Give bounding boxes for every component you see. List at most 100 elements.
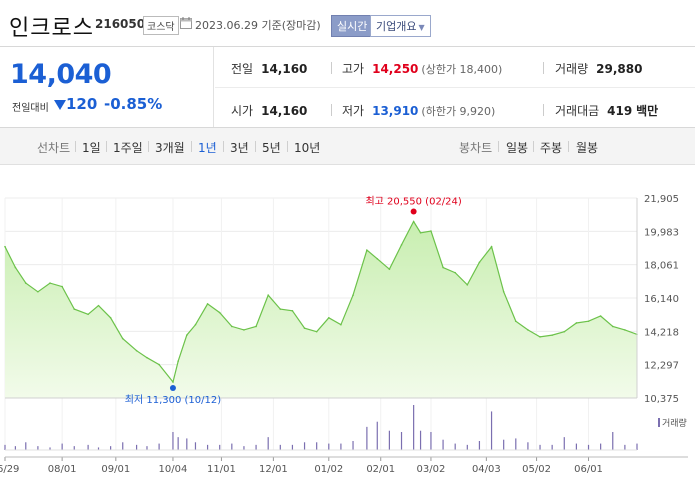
high-price: 고가 14,250 (상한가 18,400) xyxy=(342,60,502,77)
tab-candle-daily[interactable]: 일봉 xyxy=(506,141,529,155)
volume-bar xyxy=(340,443,342,450)
tab-period-1d[interactable]: 1일 xyxy=(82,141,101,155)
upper-limit: (상한가 18,400) xyxy=(421,63,503,76)
volume-bar xyxy=(636,443,638,450)
tab-period-1w[interactable]: 1주일 xyxy=(113,141,143,155)
change-value: 120 xyxy=(66,95,98,113)
volume-bar xyxy=(37,446,39,450)
change-label: 전일대비 xyxy=(12,103,49,114)
price-point xyxy=(490,245,493,248)
trade-amount: 거래대금 419 백만 xyxy=(555,102,658,119)
tab-candle-weekly[interactable]: 주봉 xyxy=(540,141,563,155)
price-point xyxy=(109,316,112,319)
price-point xyxy=(61,285,63,288)
tab-separator xyxy=(148,141,149,152)
tab-candle-monthly[interactable]: 월봉 xyxy=(576,141,599,155)
price-point xyxy=(611,325,614,328)
volume-bar xyxy=(466,444,468,450)
y-tick-label: 16,140 xyxy=(644,294,679,305)
price-point xyxy=(412,220,415,223)
volume-bar xyxy=(172,432,174,450)
amount-value: 419 xyxy=(607,104,633,118)
lower-limit: (하한가 9,920) xyxy=(421,105,496,118)
tab-period-3m[interactable]: 3개월 xyxy=(155,141,185,155)
volume-label: 거래량 xyxy=(555,62,589,76)
price-point xyxy=(624,329,626,331)
low-value: 13,910 xyxy=(372,104,419,118)
price-point xyxy=(454,271,456,274)
price-point xyxy=(539,336,541,338)
volume-bar xyxy=(87,444,89,450)
volume-value: 29,880 xyxy=(596,62,643,76)
price-point xyxy=(231,325,233,328)
price-point xyxy=(563,330,566,333)
y-tick-label: 12,297 xyxy=(644,361,679,372)
down-triangle-icon xyxy=(54,100,66,110)
volume-bar xyxy=(624,444,626,450)
volume-bar xyxy=(267,437,269,450)
company-overview-dropdown[interactable]: 기업개요 ▼ xyxy=(370,15,431,37)
price-point xyxy=(551,334,553,336)
volume-bar xyxy=(206,444,209,450)
volume-bar xyxy=(4,444,6,450)
volume-bar xyxy=(551,444,553,450)
chevron-down-icon: ▼ xyxy=(418,23,425,32)
price-point xyxy=(388,268,391,271)
tab-period-5y[interactable]: 5년 xyxy=(262,141,281,155)
y-tick-label: 18,061 xyxy=(644,261,679,272)
volume-bar xyxy=(400,432,403,450)
volume-bar xyxy=(49,447,51,450)
min-annotation: 최저 11,300 (10/12) xyxy=(125,394,221,406)
price-point xyxy=(376,257,379,260)
price-point xyxy=(194,323,197,326)
change-percent: -0.85% xyxy=(104,95,163,113)
cell-separator xyxy=(543,104,544,116)
tab-separator xyxy=(568,141,569,152)
volume-bar xyxy=(503,439,505,450)
company-overview-label: 기업개요 xyxy=(376,20,417,33)
volume-bar xyxy=(158,443,160,450)
tab-period-10y[interactable]: 10년 xyxy=(294,141,321,155)
volume-bar xyxy=(177,437,179,450)
price-point xyxy=(218,311,221,314)
low-label: 저가 xyxy=(342,104,365,118)
volume-bar xyxy=(186,438,188,450)
price-chart: 거래량 21,905 19,983 18,061 16,140 14,218 12,297… xyxy=(0,165,695,480)
low-price: 저가 13,910 (하한가 9,920) xyxy=(342,102,495,119)
volume-bar xyxy=(478,441,481,450)
volume-bar xyxy=(279,444,281,450)
price-area xyxy=(5,221,637,398)
volume-bar xyxy=(587,444,590,450)
volume-bar xyxy=(73,446,75,450)
volume-bar xyxy=(454,443,456,450)
price-point xyxy=(303,327,306,329)
volume-bar xyxy=(366,426,368,450)
realtime-button[interactable]: 실시간 xyxy=(331,15,374,37)
price-point xyxy=(206,303,209,305)
high-label: 고가 xyxy=(342,62,365,76)
volume-bar xyxy=(490,411,493,450)
price-chart-svg: 거래량 21,905 19,983 18,061 16,140 14,218 12,297… xyxy=(0,194,688,475)
volume-bar xyxy=(388,430,390,450)
volume-bar xyxy=(352,441,354,450)
candle-chart-heading: 봉차트 xyxy=(459,141,493,155)
amount-unit: 백만 xyxy=(636,104,659,118)
volume-bar xyxy=(219,444,221,450)
x-tick-label: 06/01 xyxy=(574,464,603,475)
volume-bar xyxy=(291,444,294,450)
x-tick-label: 04/03 xyxy=(472,464,501,475)
high-value: 14,250 xyxy=(372,62,419,76)
price-point xyxy=(73,308,76,310)
price-point xyxy=(14,266,17,269)
volume-bar xyxy=(376,421,378,450)
open-price: 시가 14,160 xyxy=(231,102,307,119)
x-tick-label: 10/04 xyxy=(159,464,188,475)
volume-bar xyxy=(612,432,614,450)
volume-bar xyxy=(25,442,27,450)
y-tick-label: 14,218 xyxy=(644,327,679,338)
price-point xyxy=(315,330,318,333)
tab-period-1y[interactable]: 1년 xyxy=(198,141,217,155)
tab-period-3y[interactable]: 3년 xyxy=(230,141,249,155)
x-tick-label: 05/02 xyxy=(522,464,551,475)
tab-separator xyxy=(191,141,192,152)
